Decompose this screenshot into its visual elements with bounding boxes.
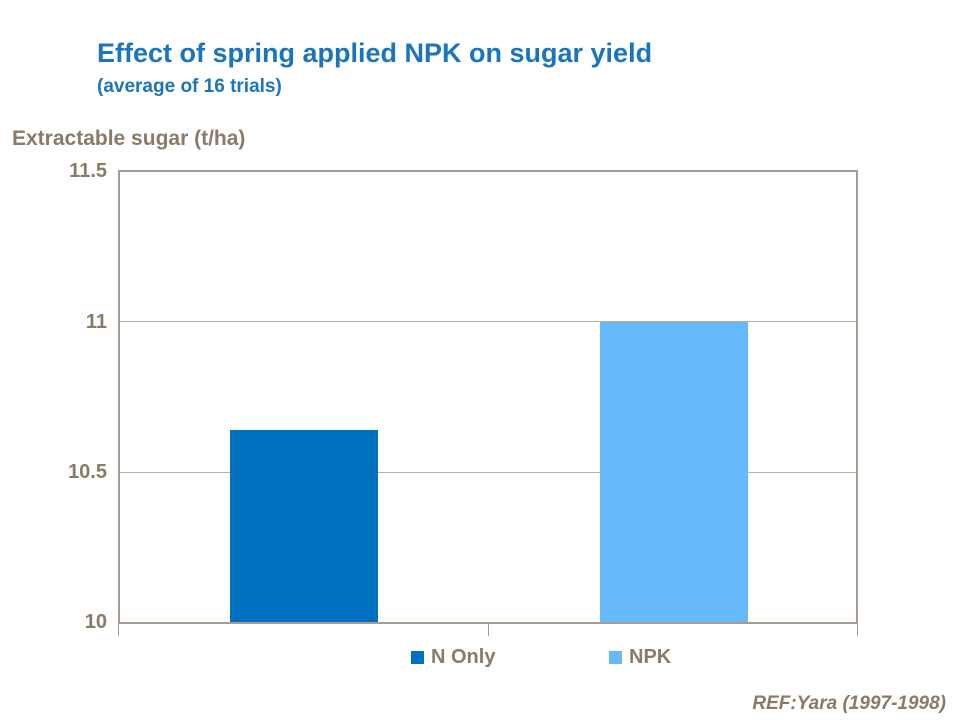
x-axis-tick-left <box>118 624 119 636</box>
y-tick-label-10-5: 10.5 <box>68 461 107 483</box>
legend-label-npk: NPK <box>629 645 672 668</box>
y-tick-label-10: 10 <box>84 611 107 633</box>
legend-item-n-only: N Only <box>411 645 495 669</box>
x-axis-tick-center <box>488 624 489 636</box>
gridline-10-5 <box>120 472 856 473</box>
bar-n-only <box>230 430 378 622</box>
legend-swatch-npk <box>609 650 622 664</box>
legend-label-n-only: N Only <box>431 645 496 668</box>
y-tick-label-11-5: 11.5 <box>69 160 107 182</box>
bar-npk <box>600 322 748 622</box>
gridline-11 <box>120 321 856 322</box>
plot-area <box>118 170 858 624</box>
legend-swatch-n-only <box>411 650 424 664</box>
source-reference: REF:Yara (1997-1998) <box>752 693 946 714</box>
x-axis-tick-right <box>857 624 858 636</box>
legend-item-npk: NPK <box>609 645 671 669</box>
chart-title: Effect of spring applied NPK on sugar yi… <box>97 38 653 68</box>
chart-subtitle: (average of 16 trials) <box>97 76 282 97</box>
y-axis-title: Extractable sugar (t/ha) <box>12 127 246 150</box>
y-tick-label-11: 11 <box>85 311 107 333</box>
